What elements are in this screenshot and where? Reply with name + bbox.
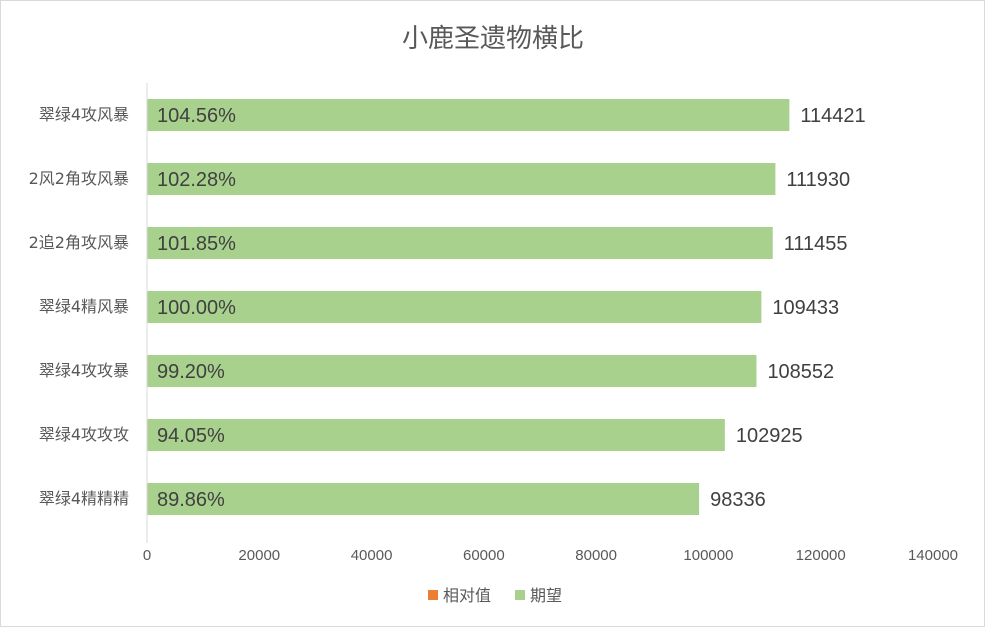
bar-expectation [147,99,790,131]
category-label: 翠绿4精精精 [39,489,129,508]
bar-expectation [147,419,725,451]
relative-value-label: 102.28% [157,169,236,191]
x-tick-label: 20000 [238,547,280,564]
expectation-value-label: 102925 [736,425,803,447]
relative-value-label: 94.05% [157,425,225,447]
legend-swatch-relative [428,590,438,600]
relative-value-label: 101.85% [157,233,236,255]
expectation-value-label: 108552 [767,361,834,383]
relative-value-label: 99.20% [157,361,225,383]
expectation-value-label: 114421 [800,105,865,127]
category-label: 2风2角攻风暴 [29,169,129,188]
x-tick-label: 60000 [463,547,505,564]
x-tick-label: 80000 [575,547,617,564]
x-tick-label: 120000 [796,547,846,564]
relative-value-label: 100.00% [157,297,236,319]
x-tick-label: 140000 [908,547,958,564]
category-label: 翠绿4攻风暴 [39,105,129,124]
legend-label-expectation: 期望 [530,586,562,605]
expectation-value-label: 111930 [786,169,850,191]
category-label: 翠绿4攻攻攻 [39,425,129,444]
bar-expectation [147,355,757,387]
relative-value-label: 104.56% [157,105,236,127]
bar-expectation [147,483,700,515]
bar-expectation [147,163,776,195]
legend-swatch-expectation [515,590,525,600]
x-axis-ticks: 0 20000 40000 60000 80000 100000 120000 140000 [143,547,958,564]
bar-expectation [147,291,762,323]
chart-title: 小鹿圣遗物横比 [402,24,584,54]
expectation-value-label: 109433 [772,297,839,319]
bar-expectation [147,227,773,259]
legend-label-relative: 相对值 [443,586,491,605]
x-tick-label: 40000 [351,547,393,564]
bars-layer: 翠绿4攻风暴 104.56% 114421 2风2角攻风暴 102.28% 111930 2… [29,99,866,515]
category-label: 翠绿4精风暴 [39,297,129,316]
x-tick-label: 100000 [683,547,733,564]
relative-value-label: 89.86% [157,489,225,511]
expectation-value-label: 111455 [784,233,848,255]
x-tick-label: 0 [143,547,151,564]
category-label: 翠绿4攻攻暴 [39,361,129,380]
legend: 相对值 期望 [428,586,562,605]
category-label: 2追2角攻风暴 [29,233,129,252]
expectation-value-label: 98336 [710,489,766,511]
